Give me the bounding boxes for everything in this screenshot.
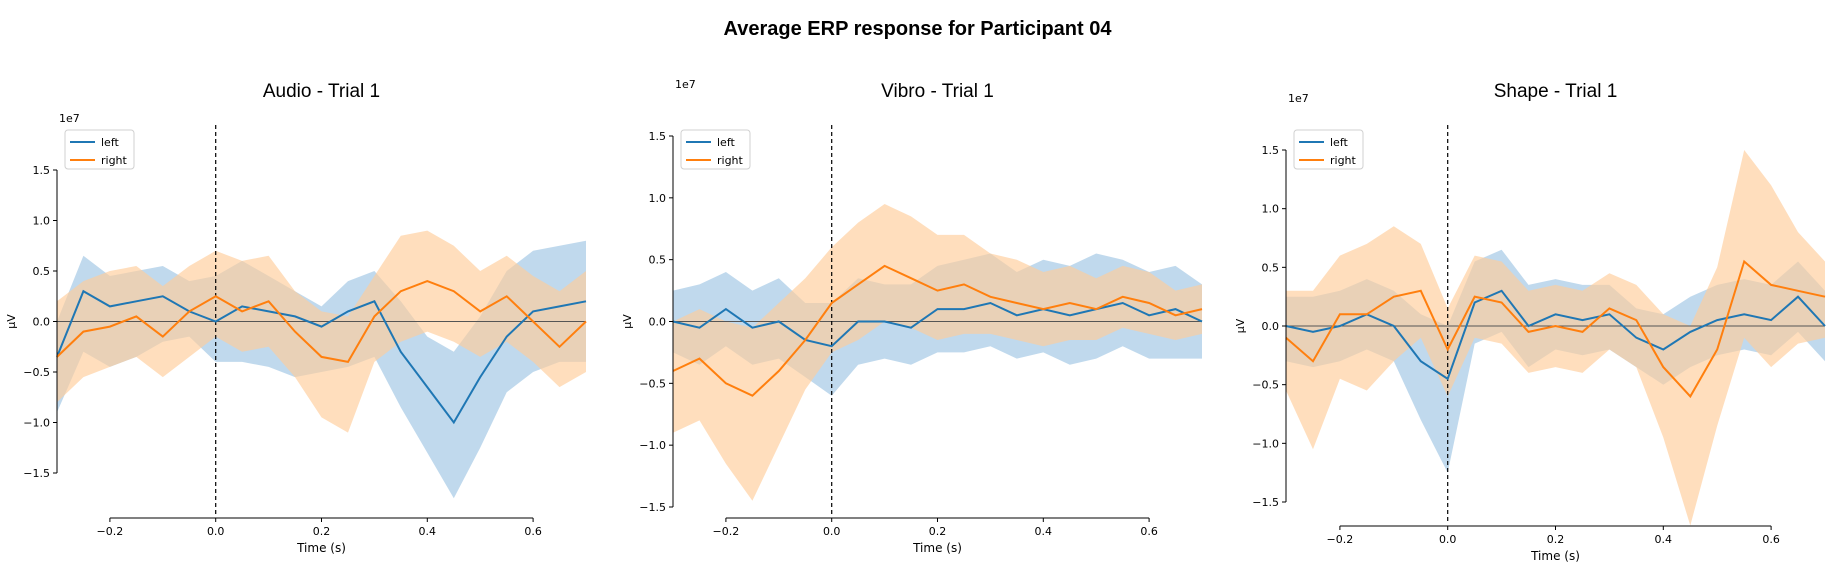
y-tick-label: 1.5 xyxy=(1262,144,1280,157)
legend-label-right: right xyxy=(1330,154,1357,167)
y-tick-label: 0.0 xyxy=(1262,320,1280,333)
x-tick-label: −0.2 xyxy=(1327,533,1354,546)
x-tick-label: 0.2 xyxy=(929,525,947,538)
y-tick-label: 1.0 xyxy=(649,192,667,205)
chart-title: Shape - Trial 1 xyxy=(1494,81,1618,102)
series-line-left xyxy=(1285,289,1826,381)
legend: left right xyxy=(64,129,135,170)
axis-scale-label: 1e7 xyxy=(1288,92,1309,105)
x-tick-label: 0.6 xyxy=(1140,525,1158,538)
y-axis-label: µV xyxy=(621,314,634,329)
x-axis-label: Time (s) xyxy=(296,541,346,555)
x-tick-label: 0.6 xyxy=(524,525,542,538)
series-line-right xyxy=(56,280,587,364)
legend-label-left: left xyxy=(1330,136,1349,149)
y-tick-label: 1.5 xyxy=(649,130,667,143)
chart-audio: Audio - Trial 1 1e7 −1.5 −1.0 −0.5 0.0 0.5 1.0 1… xyxy=(5,81,587,555)
x-tick-label: 0.0 xyxy=(823,525,841,538)
x-tick-label: 0.4 xyxy=(419,525,437,538)
x-tick-label: 0.6 xyxy=(1762,533,1780,546)
legend-label-left: left xyxy=(101,136,120,149)
y-tick-label: −0.5 xyxy=(639,377,666,390)
x-tick-label: −0.2 xyxy=(713,525,740,538)
axis-scale-label: 1e7 xyxy=(675,78,696,91)
confidence-band-right xyxy=(673,204,1202,501)
y-tick-label: 1.5 xyxy=(33,164,51,177)
y-tick-label: 0.5 xyxy=(33,265,51,278)
legend-label-left: left xyxy=(717,136,736,149)
confidence-band-right xyxy=(1286,150,1825,526)
legend: left right xyxy=(680,129,751,170)
y-tick-label: −1.5 xyxy=(23,467,50,480)
x-tick-label: −0.2 xyxy=(97,525,124,538)
x-tick-label: 0.2 xyxy=(1547,533,1565,546)
x-tick-label: 0.2 xyxy=(313,525,331,538)
y-axis-label: µV xyxy=(1234,318,1247,333)
y-tick-label: −1.0 xyxy=(639,439,666,452)
y-tick-label: −1.5 xyxy=(639,501,666,514)
series-line-left xyxy=(56,289,587,425)
chart-title: Audio - Trial 1 xyxy=(263,81,380,102)
legend-label-right: right xyxy=(101,154,128,167)
x-tick-label: 0.4 xyxy=(1655,533,1673,546)
series-line-left xyxy=(672,301,1203,348)
y-tick-label: −1.5 xyxy=(1252,496,1279,509)
legend: left right xyxy=(1293,129,1364,170)
y-tick-label: −0.5 xyxy=(23,366,50,379)
x-tick-label: 0.0 xyxy=(207,525,225,538)
axis-scale-label: 1e7 xyxy=(59,112,80,125)
confidence-band-left xyxy=(1286,249,1825,473)
chart-vibro: Vibro - Trial 1 1e7 −1.5 −1.0 −0.5 0.0 0.5 1.0 1… xyxy=(621,78,1203,555)
y-tick-label: −1.0 xyxy=(1252,437,1279,450)
x-axis-label: Time (s) xyxy=(912,541,962,555)
y-tick-label: 1.0 xyxy=(1262,203,1280,216)
chart-shape: Shape - Trial 1 1e7 −1.5 −1.0 −0.5 0.0 0.5 1.0 1… xyxy=(1234,81,1826,563)
y-tick-label: −1.0 xyxy=(23,417,50,430)
y-tick-label: 0.5 xyxy=(649,254,667,267)
confidence-band-right xyxy=(57,230,586,433)
y-tick-label: 0.5 xyxy=(1262,261,1280,274)
y-tick-label: 0.0 xyxy=(649,316,667,329)
y-tick-label: 0.0 xyxy=(33,316,51,329)
figure-title: Average ERP response for Participant 04 xyxy=(723,18,1112,40)
y-tick-label: −0.5 xyxy=(1252,379,1279,392)
x-tick-label: 0.4 xyxy=(1035,525,1053,538)
y-tick-label: 1.0 xyxy=(33,215,51,228)
y-axis-label: µV xyxy=(5,314,18,329)
legend-label-right: right xyxy=(717,154,744,167)
x-axis-label: Time (s) xyxy=(1530,549,1580,563)
x-tick-label: 0.0 xyxy=(1439,533,1457,546)
series-line-right xyxy=(672,264,1203,397)
chart-title: Vibro - Trial 1 xyxy=(881,81,994,102)
